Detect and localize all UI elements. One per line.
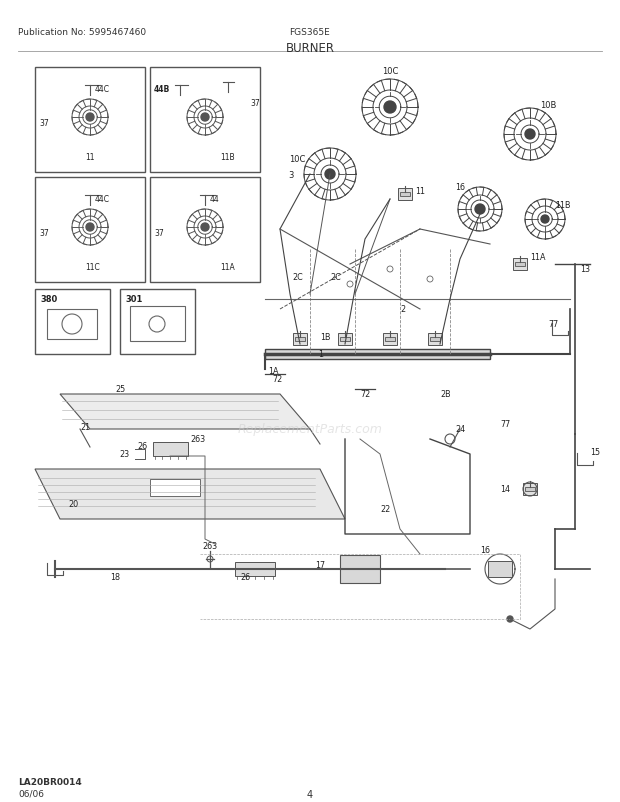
Circle shape: [325, 170, 335, 180]
Text: 380: 380: [40, 295, 57, 304]
Bar: [35, 290, 110, 354]
Text: 44: 44: [210, 195, 219, 205]
Text: 23: 23: [120, 450, 130, 459]
Text: 263: 263: [190, 435, 205, 444]
Circle shape: [384, 102, 396, 114]
Bar: [338, 334, 352, 346]
Text: 11: 11: [415, 187, 425, 196]
Text: 11A: 11A: [530, 252, 546, 261]
Text: ReplacementParts.com: ReplacementParts.com: [237, 423, 383, 436]
Text: 1: 1: [318, 350, 323, 359]
Bar: [153, 443, 188, 456]
Bar: [130, 306, 185, 342]
Bar: [340, 338, 350, 342]
Text: 11: 11: [85, 153, 94, 162]
Circle shape: [86, 114, 94, 122]
Text: 263: 263: [203, 542, 218, 551]
Bar: [293, 334, 307, 346]
Text: 18: 18: [110, 573, 120, 581]
Text: Publication No: 5995467460: Publication No: 5995467460: [18, 28, 146, 37]
Text: 14: 14: [500, 485, 510, 494]
Text: 301: 301: [125, 295, 143, 304]
Text: 72: 72: [272, 375, 282, 384]
Text: 2C: 2C: [330, 273, 341, 282]
Bar: [120, 290, 195, 354]
Text: 37: 37: [39, 119, 49, 128]
Circle shape: [201, 114, 209, 122]
Circle shape: [525, 130, 535, 140]
Text: 26: 26: [240, 573, 250, 581]
Bar: [398, 188, 412, 200]
Bar: [428, 334, 442, 346]
Bar: [340, 555, 380, 583]
Text: 25: 25: [115, 385, 125, 394]
Text: 72: 72: [360, 390, 370, 399]
Text: 26: 26: [138, 442, 148, 451]
Text: 16: 16: [480, 546, 490, 555]
Bar: [295, 338, 305, 342]
Bar: [400, 192, 410, 196]
Text: FGS365E: FGS365E: [290, 28, 330, 37]
Polygon shape: [150, 480, 200, 496]
Bar: [150, 178, 260, 282]
Text: 77: 77: [500, 420, 510, 429]
Text: 77: 77: [548, 320, 558, 329]
Bar: [385, 338, 395, 342]
Bar: [513, 259, 527, 270]
Text: 10C: 10C: [289, 156, 305, 164]
Text: 17: 17: [315, 561, 325, 569]
Text: 16: 16: [455, 182, 465, 191]
Bar: [525, 488, 535, 492]
Bar: [235, 562, 275, 577]
Bar: [515, 263, 525, 267]
Bar: [430, 338, 440, 342]
Text: 11A: 11A: [220, 263, 235, 272]
Text: BURNER: BURNER: [285, 42, 335, 55]
Text: 3: 3: [289, 170, 294, 180]
Text: 4: 4: [307, 789, 313, 799]
Text: 2B: 2B: [440, 390, 451, 399]
Circle shape: [86, 224, 94, 232]
Circle shape: [201, 224, 209, 232]
Text: 24: 24: [455, 425, 465, 434]
Text: 20: 20: [68, 500, 78, 508]
Text: 44C: 44C: [95, 195, 110, 205]
Text: 11B: 11B: [555, 200, 570, 209]
Bar: [35, 178, 145, 282]
Text: 1A: 1A: [268, 367, 278, 376]
Bar: [523, 484, 537, 496]
Text: 11B: 11B: [220, 153, 234, 162]
Polygon shape: [60, 395, 310, 429]
Text: 44B: 44B: [154, 85, 170, 95]
Text: 15: 15: [590, 448, 600, 457]
Text: 44C: 44C: [95, 85, 110, 95]
Bar: [150, 68, 260, 172]
Polygon shape: [35, 469, 345, 520]
Text: 2: 2: [400, 305, 405, 314]
Circle shape: [541, 216, 549, 224]
Bar: [35, 68, 145, 172]
Text: 10C: 10C: [382, 67, 398, 76]
Text: 06/06: 06/06: [18, 789, 44, 798]
Text: 21: 21: [80, 423, 90, 432]
Text: 10B: 10B: [540, 100, 556, 109]
Text: 37: 37: [154, 229, 164, 237]
Text: 13: 13: [580, 265, 590, 274]
Bar: [265, 350, 490, 359]
Text: 37: 37: [250, 99, 260, 107]
Text: 37: 37: [39, 229, 49, 237]
Text: 11C: 11C: [85, 263, 100, 272]
Bar: [488, 561, 512, 577]
Text: LA20BR0014: LA20BR0014: [18, 777, 82, 786]
Text: 1B: 1B: [320, 333, 330, 342]
Bar: [47, 310, 97, 339]
Circle shape: [507, 616, 513, 622]
Text: 2C: 2C: [292, 273, 303, 282]
Circle shape: [475, 205, 485, 215]
Bar: [383, 334, 397, 346]
Text: 22: 22: [380, 505, 390, 514]
